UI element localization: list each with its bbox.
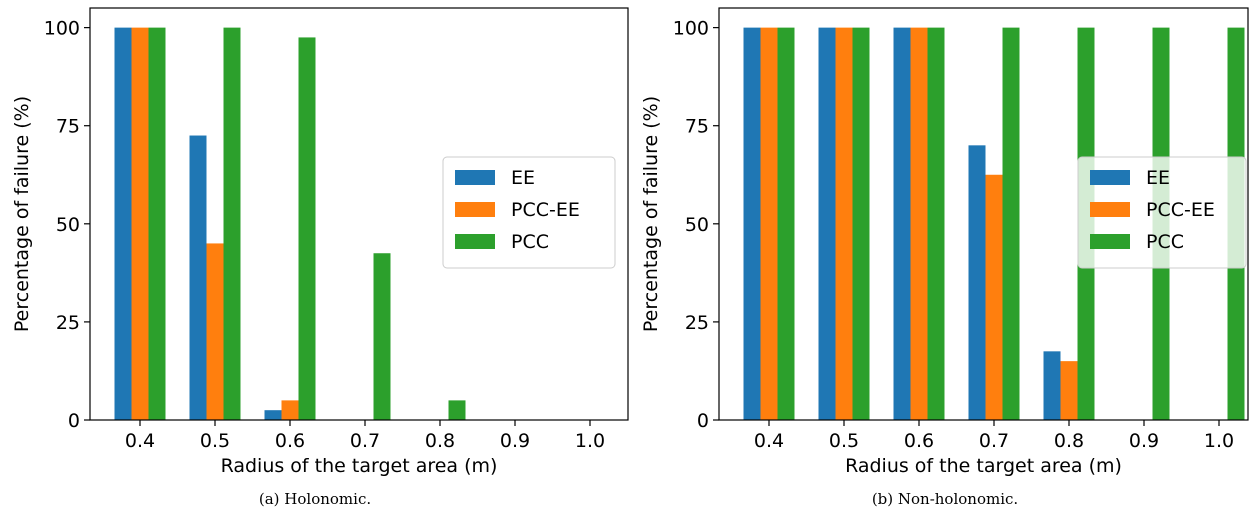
- series-pcc: [148, 27, 466, 421]
- y-axis-label: Percentage of failure (%): [640, 96, 662, 332]
- series-pcc: [777, 27, 1245, 420]
- series-pcc-ee: [760, 27, 1078, 420]
- bar-ee-0.6: [893, 27, 911, 420]
- caption-a: (a) Holonomic.: [259, 490, 371, 508]
- x-tick-label: 0.9: [1129, 430, 1159, 452]
- bar-pcc-ee-0.5: [835, 27, 853, 420]
- x-tick-label: 0.5: [829, 430, 859, 452]
- bar-pcc-0.8: [448, 400, 466, 420]
- y-tick-label: 25: [56, 312, 80, 334]
- legend-swatch-ee: [455, 170, 495, 185]
- series-ee: [114, 27, 282, 420]
- legend-label-ee: EE: [1146, 167, 1170, 189]
- legend: EE PCC-EE PCC: [442, 156, 616, 269]
- x-tick-label: 1.0: [575, 430, 605, 452]
- x-axis-label: Radius of the target area (m): [845, 455, 1122, 477]
- y-tick-label: 25: [685, 312, 709, 334]
- bar-ee-0.5: [189, 135, 207, 420]
- bar-ee-0.4: [743, 27, 761, 420]
- x-tick-label: 0.8: [425, 430, 455, 452]
- x-tick-label: 0.8: [1054, 430, 1084, 452]
- x-tick-label: 0.7: [350, 430, 380, 452]
- bar-pcc-0.5: [223, 27, 241, 420]
- legend-label-pcc-ee: PCC-EE: [1146, 199, 1215, 221]
- chart-panel-holonomic: 0 25 50 75 100 0.4 0.5 0.6 0.7 0.8 0.9 1.0 Radius of…: [11, 7, 629, 477]
- bar-ee-0.7: [968, 145, 986, 421]
- plot-frame: [89, 7, 629, 421]
- legend-swatch-pcc-ee: [1090, 202, 1130, 217]
- legend-swatch-pcc: [455, 234, 495, 249]
- bar-ee-0.5: [818, 27, 836, 420]
- bar-pcc-ee-0.7: [985, 174, 1003, 420]
- y-tick-label: 75: [56, 116, 80, 138]
- legend-swatch-pcc-ee: [455, 202, 495, 217]
- bar-pcc-ee-0.8: [1060, 361, 1078, 420]
- x-tick-label: 0.6: [275, 430, 305, 452]
- bar-ee-0.4: [114, 27, 132, 420]
- bar-pcc-ee-0.6: [910, 27, 928, 420]
- legend: EE PCC-EE PCC: [1077, 156, 1247, 269]
- legend-swatch-ee: [1090, 170, 1130, 185]
- y-tick-label: 50: [56, 214, 80, 236]
- bar-pcc-0.6: [298, 37, 316, 421]
- bar-pcc-ee-0.4: [760, 27, 778, 420]
- legend-label-ee: EE: [511, 167, 535, 189]
- bar-pcc-0.4: [148, 27, 166, 420]
- bar-pcc-ee-0.4: [131, 27, 149, 420]
- x-tick-label: 0.4: [125, 430, 155, 452]
- chart-panel-non-holonomic: 0 25 50 75 100 0.4 0.5 0.6 0.7 0.8 0.9 1.0 Radius of…: [640, 7, 1249, 477]
- x-tick-label: 1.0: [1204, 430, 1234, 452]
- series-ee: [743, 27, 1061, 421]
- y-axis-label: Percentage of failure (%): [11, 96, 33, 332]
- bar-pcc-ee-0.6: [281, 400, 299, 420]
- x-tick-label: 0.7: [979, 430, 1009, 452]
- bar-pcc-ee-0.5: [206, 243, 224, 420]
- x-tick-label: 0.5: [200, 430, 230, 452]
- y-tick-label: 100: [44, 18, 80, 40]
- x-tick-label: 0.9: [500, 430, 530, 452]
- bar-pcc-0.6: [927, 27, 945, 420]
- legend-label-pcc: PCC: [511, 231, 549, 253]
- x-tick-label: 0.4: [754, 430, 784, 452]
- bar-pcc-0.7: [1002, 27, 1020, 420]
- y-tick-label: 75: [685, 116, 709, 138]
- caption-b: (b) Non-holonomic.: [872, 490, 1018, 508]
- bar-pcc-0.5: [852, 27, 870, 420]
- series-pcc-ee: [131, 27, 299, 420]
- bar-ee-0.6: [264, 410, 282, 420]
- y-tick-label: 0: [697, 410, 709, 432]
- y-tick-label: 0: [68, 410, 80, 432]
- y-tick-label: 50: [685, 214, 709, 236]
- legend-swatch-pcc: [1090, 234, 1130, 249]
- x-tick-label: 0.6: [904, 430, 934, 452]
- legend-label-pcc: PCC: [1146, 231, 1184, 253]
- bar-pcc-0.7: [373, 253, 391, 420]
- bar-pcc-0.4: [777, 27, 795, 420]
- y-tick-label: 100: [673, 18, 709, 40]
- bar-ee-0.8: [1043, 351, 1061, 420]
- plot-frame: [718, 7, 1249, 421]
- legend-label-pcc-ee: PCC-EE: [511, 199, 580, 221]
- x-axis-label: Radius of the target area (m): [221, 455, 498, 477]
